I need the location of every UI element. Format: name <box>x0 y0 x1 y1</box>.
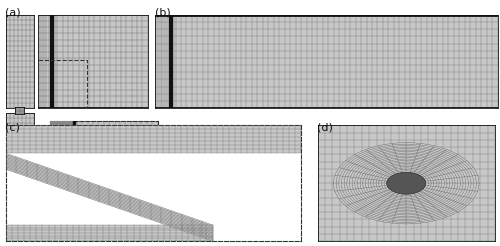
Ellipse shape <box>386 172 426 194</box>
Text: (b): (b) <box>155 7 171 17</box>
Polygon shape <box>50 149 74 163</box>
Text: (a): (a) <box>5 7 20 17</box>
Text: (d): (d) <box>318 123 334 133</box>
Bar <box>6 225 212 241</box>
Bar <box>6 125 301 153</box>
Polygon shape <box>6 153 212 241</box>
Ellipse shape <box>334 143 479 224</box>
Text: (c): (c) <box>5 123 20 133</box>
Polygon shape <box>50 121 74 149</box>
